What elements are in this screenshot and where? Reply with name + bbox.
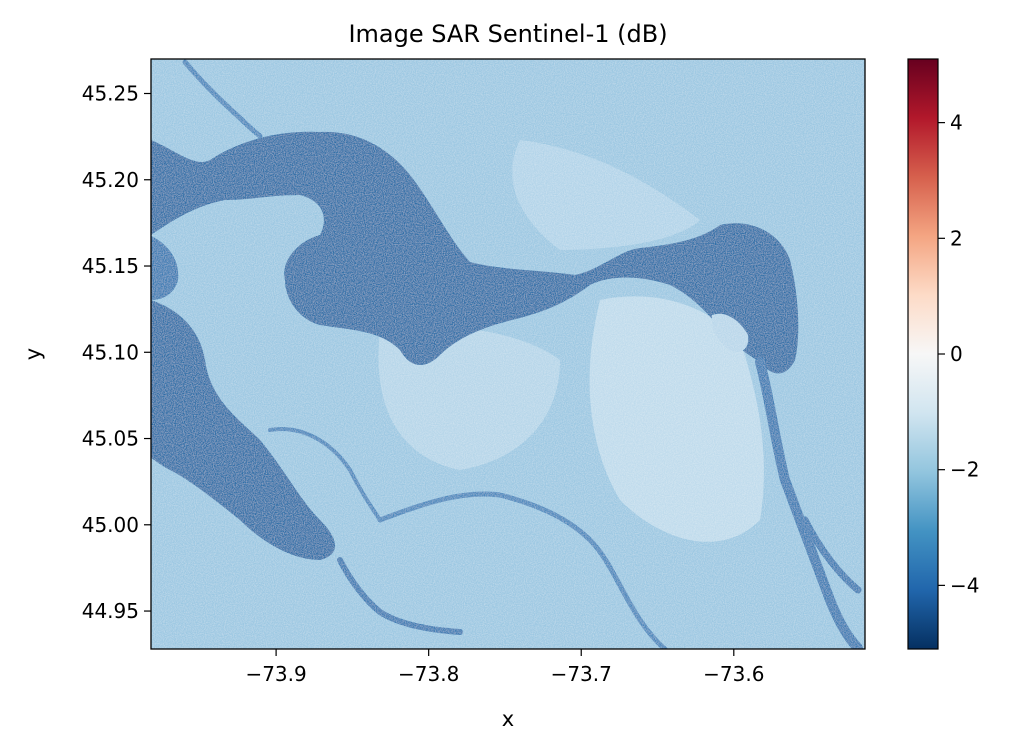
water-west	[151, 236, 179, 300]
urban-area	[512, 140, 700, 250]
river	[337, 557, 463, 635]
y-tick-label: 45.05	[82, 427, 139, 451]
y-axis: 44.95 45.00 45.05 45.10 45.15 45.20 45.25	[82, 82, 151, 623]
y-axis-label: y	[21, 348, 45, 360]
plot-frame	[150, 58, 866, 650]
colorbar-tick-label: −4	[950, 573, 979, 597]
y-tick-label: 45.15	[82, 254, 139, 278]
colorbar-axis: 4 2 0 −2 −4	[938, 111, 979, 597]
x-tick-label: −73.8	[398, 662, 459, 686]
y-tick-label: 45.00	[82, 513, 139, 537]
colorbar-tick-label: 2	[950, 226, 963, 250]
colorbar-tick-label: 0	[950, 342, 963, 366]
island	[711, 313, 749, 352]
water-lake	[151, 131, 799, 374]
chart-title: Image SAR Sentinel-1 (dB)	[348, 20, 667, 48]
river	[801, 516, 862, 594]
urban-area	[589, 296, 764, 542]
y-tick-label: 45.20	[82, 168, 139, 192]
colorbar-tick-label: −2	[950, 458, 979, 482]
x-tick-label: −73.7	[551, 662, 612, 686]
x-axis-label: x	[502, 707, 514, 731]
river	[755, 357, 863, 649]
water-west	[151, 300, 335, 560]
x-tick-label: −73.9	[245, 662, 306, 686]
y-tick-label: 45.25	[82, 82, 139, 106]
y-tick-label: 45.10	[82, 340, 139, 364]
river	[377, 491, 668, 649]
x-axis: −73.9 −73.8 −73.7 −73.6	[245, 649, 764, 686]
y-tick-label: 44.95	[82, 599, 139, 623]
colorbar	[907, 58, 939, 650]
colorbar-tick-label: 4	[950, 111, 963, 135]
river	[268, 427, 382, 522]
x-tick-label: −73.6	[703, 662, 764, 686]
sar-image	[151, 59, 865, 649]
river	[182, 59, 263, 139]
